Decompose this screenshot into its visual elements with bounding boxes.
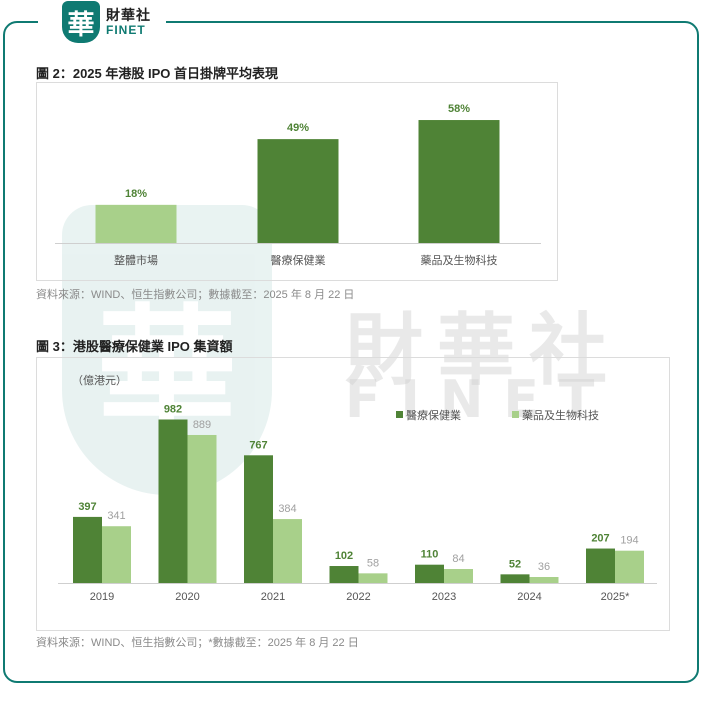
x-tick-label: 整體市場 — [114, 253, 158, 267]
data-label: 102 — [335, 550, 353, 562]
data-label: 36 — [538, 561, 550, 573]
bar — [73, 516, 102, 583]
bar — [102, 526, 131, 583]
data-label: 49% — [287, 122, 309, 134]
logo-strip — [38, 0, 166, 44]
data-label: 84 — [452, 553, 464, 565]
figure-2-title: 圖 2：2025 年港股 IPO 首日掛牌平均表現 — [36, 66, 278, 81]
data-label: 341 — [107, 510, 125, 522]
finet-logo-icon: 華 — [62, 1, 100, 43]
figure-3-title: 圖 3：港股醫療保健業 IPO 集資額 — [36, 339, 233, 354]
figure-2-panel — [36, 82, 558, 281]
bar — [273, 519, 302, 583]
brand-name-en: FINET — [106, 23, 146, 37]
legend-label: 醫療保健業 — [406, 408, 461, 422]
legend-label: 藥品及生物科技 — [522, 408, 599, 422]
data-label: 384 — [278, 503, 296, 515]
data-label: 207 — [591, 533, 609, 545]
logo-glyph: 華 — [67, 9, 95, 41]
figure-3-panel — [36, 357, 670, 631]
unit-label: （億港元） — [72, 374, 127, 387]
bar — [358, 573, 388, 583]
bar — [257, 139, 339, 243]
bar — [95, 204, 177, 243]
legend-swatch — [512, 411, 519, 418]
bar — [418, 120, 500, 243]
figure-3-source: 資料來源：WIND、恒生指數公司；*數據截至：2025 年 8 月 22 日 — [36, 637, 359, 649]
figure-2-source: 資料來源：WIND、恒生指數公司；數據截至：2025 年 8 月 22 日 — [36, 289, 355, 301]
bar — [244, 455, 273, 583]
brand-name-cn: 財華社 — [106, 7, 151, 23]
data-label: 58 — [367, 557, 379, 569]
bar — [444, 569, 473, 583]
data-label: 889 — [193, 419, 211, 431]
data-label: 194 — [620, 535, 638, 547]
data-label: 110 — [421, 549, 439, 561]
watermark-en: FINET — [345, 370, 615, 430]
data-label: 18% — [125, 188, 147, 200]
data-label: 982 — [164, 403, 182, 415]
legend-swatch — [396, 411, 403, 418]
x-tick-label: 2023 — [432, 591, 456, 603]
x-tick-label: 2022 — [346, 591, 370, 603]
data-label: 58% — [448, 103, 470, 115]
bar — [415, 564, 444, 583]
x-tick-label: 2025* — [601, 591, 630, 603]
x-tick-label: 2020 — [175, 591, 199, 603]
data-label: 52 — [509, 558, 521, 570]
data-label: 397 — [78, 501, 96, 513]
data-label: 767 — [249, 439, 267, 451]
x-tick-label: 藥品及生物科技 — [421, 253, 498, 267]
bar — [329, 566, 359, 583]
bar — [615, 550, 644, 583]
x-tick-label: 2024 — [517, 591, 541, 603]
x-tick-label: 2021 — [261, 591, 285, 603]
bar — [586, 548, 615, 583]
x-tick-label: 醫療保健業 — [271, 253, 326, 267]
bar — [500, 574, 530, 583]
bar — [187, 434, 217, 583]
bar — [529, 577, 559, 583]
x-tick-label: 2019 — [90, 591, 114, 603]
bar — [158, 419, 188, 583]
watermark-cn: 財華社 — [345, 306, 622, 396]
